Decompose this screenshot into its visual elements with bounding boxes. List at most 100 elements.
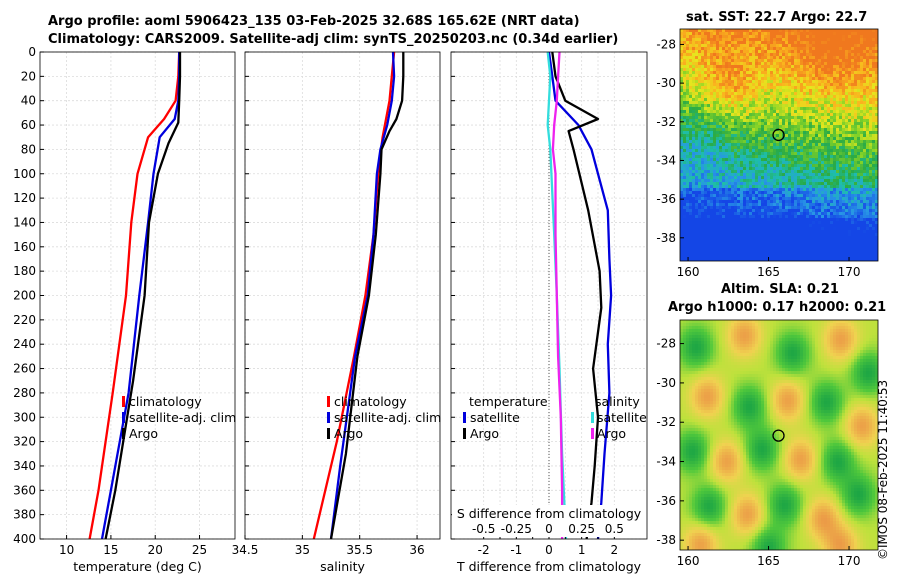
sst-map-cell (761, 62, 765, 66)
sst-map-cell (707, 38, 711, 42)
sst-map-cell (728, 95, 732, 99)
sst-map-cell (851, 41, 855, 45)
sst-map-cell (773, 95, 777, 99)
sst-map-cell (758, 221, 762, 225)
sst-map-cell (785, 56, 789, 60)
sst-map-cell (719, 92, 723, 96)
sst-map-cell (872, 65, 876, 69)
sst-map-cell (716, 191, 720, 195)
sst-map-cell (701, 50, 705, 54)
sst-map-cell (818, 80, 822, 84)
difference-x2tick-label: 0.25 (568, 522, 595, 536)
sst-map-cell (794, 212, 798, 216)
sst-map-cell (710, 113, 714, 117)
sst-map-cell (869, 176, 873, 180)
sst-map-cell (695, 59, 699, 63)
sst-map-cell (689, 80, 693, 84)
sst-map-cell (776, 203, 780, 207)
sst-map-cell (791, 164, 795, 168)
sst-map-cell (698, 41, 702, 45)
sst-map-cell (764, 131, 768, 135)
sst-map-cell (794, 224, 798, 228)
sst-map-cell (812, 116, 816, 120)
sst-map-cell (767, 83, 771, 87)
sst-map-cell (812, 182, 816, 186)
sst-map-cell (803, 209, 807, 213)
sst-map-cell (689, 110, 693, 114)
sst-map-cell (866, 95, 870, 99)
sst-map-cell (872, 164, 876, 168)
sst-map-cell (863, 206, 867, 210)
sst-map-cell (851, 197, 855, 201)
sst-map-cell (860, 41, 864, 45)
sst-map-cell (830, 59, 834, 63)
sst-map-cell (863, 167, 867, 171)
sst-map-cell (875, 203, 878, 207)
sst-map-cell (776, 206, 780, 210)
sst-map-cell (803, 206, 807, 210)
sst-map-cell (821, 38, 825, 42)
sst-map-cell (857, 29, 861, 33)
sst-map-cell (695, 74, 699, 78)
sst-map-cell (797, 200, 801, 204)
sst-map-cell (845, 149, 849, 153)
sst-map-cell (770, 197, 774, 201)
sst-map-cell (788, 101, 792, 105)
sst-map-cell (698, 101, 702, 105)
sst-map-cell (863, 197, 867, 201)
sst-map-cell (773, 173, 777, 177)
sst-map-cell (875, 56, 878, 60)
sst-map-cell (740, 164, 744, 168)
sst-map-cell (785, 167, 789, 171)
sst-map-cell (719, 242, 723, 246)
sst-map-cell (818, 221, 822, 225)
sst-map-cell (770, 173, 774, 177)
sst-map-cell (869, 38, 873, 42)
sst-map-cell (770, 65, 774, 69)
sst-map-cell (779, 59, 783, 63)
sst-map-cell (782, 200, 786, 204)
sst-map-cell (734, 59, 738, 63)
sst-map-cell (797, 68, 801, 72)
sst-map-cell (716, 104, 720, 108)
sst-map-cell (752, 32, 756, 36)
sst-map-cell (701, 29, 705, 33)
sst-map-cell (689, 203, 693, 207)
sst-map-cell (836, 149, 840, 153)
sst-map-cell (776, 89, 780, 93)
salinity-legend-label: satellite-adj. clim (334, 410, 441, 425)
sst-map-cell (746, 53, 750, 57)
sst-map-cell (788, 224, 792, 228)
sst-map-cell (872, 146, 876, 150)
sst-map-cell (824, 161, 828, 165)
sst-map-cell (818, 89, 822, 93)
sst-map-cell (746, 155, 750, 159)
sst-map-cell (761, 218, 765, 222)
sst-map-cell (839, 53, 843, 57)
sst-map-cell (875, 98, 878, 102)
sst-map-cell (734, 227, 738, 231)
sst-map-cell (869, 170, 873, 174)
sst-map-cell (680, 206, 684, 210)
temperature-ytick-label: 0 (28, 45, 36, 59)
sst-map-cell (710, 137, 714, 141)
sst-map-cell (707, 164, 711, 168)
sst-map-cell (866, 140, 870, 144)
sst-map-cell (812, 185, 816, 189)
sst-map-cell (851, 110, 855, 114)
sst-map-cell (860, 113, 864, 117)
sst-map-cell (791, 140, 795, 144)
sst-map-cell (758, 188, 762, 192)
sst-map-cell (827, 188, 831, 192)
sst-map-cell (854, 56, 858, 60)
sst-map-cell (767, 161, 771, 165)
sst-map-cell (695, 230, 699, 234)
sst-map-cell (743, 80, 747, 84)
sst-map-cell (746, 107, 750, 111)
sst-map-cell (845, 56, 849, 60)
sst-map-cell (698, 194, 702, 198)
sst-map-cell (806, 41, 810, 45)
sst-map-cell (800, 176, 804, 180)
sst-map-cell (746, 59, 750, 63)
sst-map-cell (839, 224, 843, 228)
